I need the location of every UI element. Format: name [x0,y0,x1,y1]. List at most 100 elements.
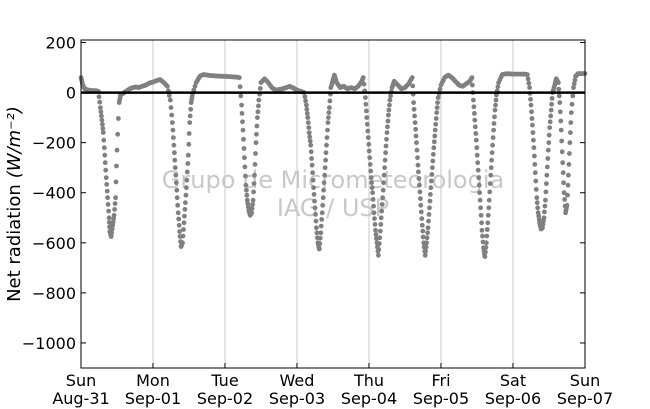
data-point [528,102,534,108]
data-point [317,235,323,241]
data-point [165,83,170,89]
data-point [530,122,535,128]
data-point [414,140,419,146]
data-point [412,113,417,119]
data-point [237,84,243,90]
data-point [98,109,104,115]
data-point [100,121,105,127]
data-point [370,190,375,196]
data-point [321,180,327,186]
data-point [430,158,436,164]
data-point [241,136,246,142]
data-point [379,202,385,207]
data-point [533,178,539,184]
data-point [384,136,389,142]
data-point [174,195,180,201]
x-tick-label-day: Sun [570,371,600,390]
data-point [313,218,319,224]
data-point [242,164,248,170]
data-point [475,160,481,166]
x-tick-label-date: Sep-04 [341,389,397,408]
data-point [187,120,193,125]
data-point [370,197,376,202]
data-point [489,157,494,163]
data-point [176,216,182,222]
data-point [177,229,183,234]
x-tick-label-day: Thu [353,371,384,390]
data-point [384,130,390,136]
data-point [535,205,541,211]
x-tick-label-day: Sun [66,371,96,390]
data-point [382,165,387,171]
data-point [175,202,181,208]
x-tick-label-date: Sep-07 [557,389,613,408]
data-point [373,227,378,233]
data-point [424,240,429,246]
data-point [182,213,187,219]
data-point [239,102,245,108]
data-point [525,76,531,82]
data-point [559,149,565,155]
data-point [423,248,428,254]
data-point [101,145,107,151]
data-point [388,93,393,99]
data-point [562,197,567,202]
data-point [435,95,441,100]
y-tick-label: 200 [45,34,76,53]
data-point [191,87,197,93]
data-point [476,175,482,181]
data-point [413,126,418,132]
data-point [376,252,381,258]
data-point [532,153,537,159]
data-point [250,197,256,203]
data-point [237,75,242,80]
data-point [556,80,561,85]
data-point [561,190,567,196]
data-point [240,119,245,125]
x-tick-label-date: Sep-01 [125,389,181,408]
data-point [311,185,316,191]
x-tick-label-day: Fri [431,371,450,390]
data-point [411,100,416,105]
data-point [242,155,247,161]
data-point [99,117,105,123]
data-point [542,209,547,215]
data-point [182,207,188,212]
data-point [244,187,249,193]
data-point [104,182,110,187]
data-point [561,180,566,186]
data-point [173,172,179,178]
data-point [324,142,329,148]
data-point [432,127,438,133]
data-point [423,244,429,250]
data-point [491,127,496,133]
data-point [534,200,540,206]
data-point [361,81,367,87]
data-point [319,217,325,222]
data-point [419,216,425,222]
data-point [486,205,492,211]
data-point [325,127,330,133]
data-point [483,245,489,250]
data-point [166,93,172,98]
data-point [381,172,387,178]
data-point [364,115,370,120]
x-tick-label-date: Sep-02 [197,389,253,408]
y-tick-label: −200 [32,134,76,153]
data-point [494,92,499,98]
data-point [241,146,247,151]
data-point [369,185,375,191]
data-point [180,233,186,239]
data-point [170,120,175,125]
y-tick-label: −1000 [22,334,76,353]
data-point [256,103,261,109]
data-point [308,149,314,155]
data-point [541,215,547,221]
data-point [380,195,386,201]
data-point [114,147,120,153]
data-point [491,121,497,126]
data-point [251,189,256,195]
data-point [416,176,422,181]
data-point [181,227,186,232]
data-point [413,133,419,139]
